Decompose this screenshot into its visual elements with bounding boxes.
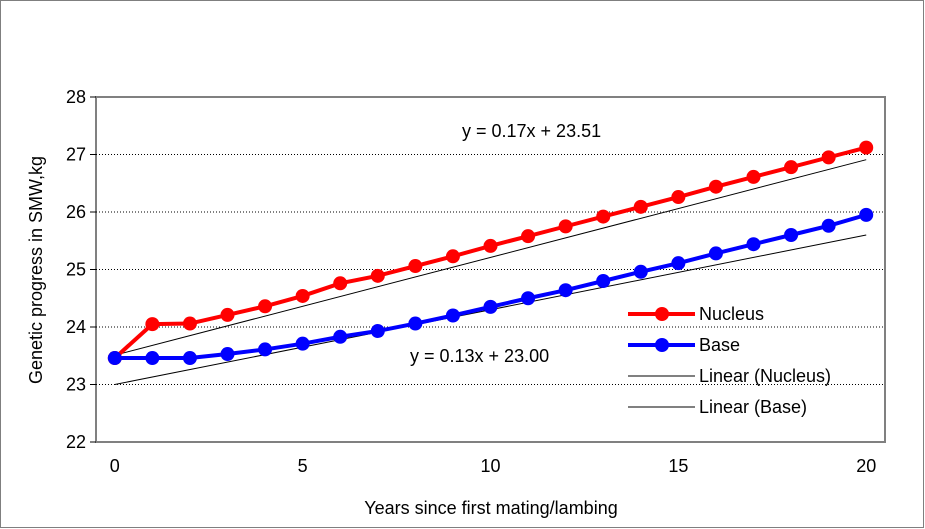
legend-label-linear-base: Linear (Base) (699, 397, 807, 417)
data-point-base (295, 336, 310, 351)
y-tick-label: 25 (66, 260, 86, 280)
data-point-base (333, 329, 348, 344)
data-point-nucleus (295, 288, 310, 303)
data-point-base (784, 228, 799, 242)
data-point-base (671, 256, 686, 271)
data-point-base (370, 324, 385, 339)
trendline-nucleus (114, 159, 867, 356)
data-point-nucleus (821, 150, 836, 165)
x-tick-label: 20 (856, 456, 876, 476)
nucleus-trend-equation: y = 0.17x + 23.51 (462, 121, 601, 141)
legend-label-linear-nucleus: Linear (Nucleus) (699, 366, 831, 386)
x-axis-label: Years since first mating/lambing (364, 498, 617, 518)
data-point-nucleus (633, 199, 648, 214)
legend: Nucleus Base Linear (Nucleus) Linear (Ba… (628, 304, 831, 417)
legend-label-base: Base (699, 335, 740, 355)
data-point-nucleus (333, 276, 348, 291)
data-point-nucleus (746, 169, 761, 184)
data-series (107, 140, 874, 366)
legend-item-linear-base: Linear (Base) (628, 397, 807, 417)
data-point-nucleus (370, 268, 385, 283)
data-point-base (521, 291, 536, 306)
data-point-base (859, 207, 874, 222)
data-point-base (258, 342, 273, 357)
data-point-base (445, 308, 460, 323)
data-point-base (633, 264, 648, 279)
y-tick-label: 26 (66, 202, 86, 222)
legend-item-nucleus: Nucleus (628, 304, 764, 324)
x-tick-label: 5 (298, 456, 308, 476)
y-tick-label: 28 (66, 87, 86, 107)
data-point-base (558, 283, 573, 298)
y-axis-label: Genetic progress in SMW,kg (26, 156, 46, 384)
data-point-base (408, 316, 423, 331)
y-tick-label: 24 (66, 317, 86, 337)
data-point-nucleus (671, 190, 686, 205)
data-point-nucleus (859, 140, 874, 155)
plot-area (95, 96, 886, 443)
data-point-nucleus (596, 209, 611, 224)
y-tick-label: 22 (66, 432, 86, 452)
data-point-base (220, 347, 235, 362)
x-tick-label: 10 (480, 456, 500, 476)
y-axis-ticks: 22 23 24 25 26 27 28 (66, 87, 96, 452)
data-point-nucleus (558, 219, 573, 234)
data-point-nucleus (445, 249, 460, 264)
data-point-nucleus (408, 259, 423, 274)
data-point-base (708, 246, 723, 261)
data-point-nucleus (483, 238, 498, 253)
data-point-base (107, 351, 122, 366)
x-axis-ticks: 0 5 10 15 20 (110, 456, 876, 476)
data-point-nucleus (220, 307, 235, 322)
data-point-nucleus (521, 229, 536, 244)
data-point-nucleus (182, 316, 197, 331)
data-point-nucleus (708, 179, 723, 194)
x-tick-label: 0 (110, 456, 120, 476)
data-point-base (821, 218, 836, 233)
data-point-nucleus (145, 317, 160, 332)
data-point-base (596, 274, 611, 288)
y-tick-label: 27 (66, 145, 86, 165)
base-trend-equation: y = 0.13x + 23.00 (410, 346, 549, 366)
data-point-base (182, 351, 197, 366)
gridlines (96, 154, 885, 385)
y-tick-label: 23 (66, 375, 86, 395)
data-point-base (746, 237, 761, 252)
data-point-base (483, 299, 498, 314)
data-point-nucleus (784, 160, 799, 175)
x-tick-label: 15 (668, 456, 688, 476)
legend-item-linear-nucleus: Linear (Nucleus) (628, 366, 831, 386)
legend-label-nucleus: Nucleus (699, 304, 764, 324)
data-point-nucleus (258, 299, 273, 314)
legend-item-base: Base (628, 335, 740, 355)
data-point-base (145, 351, 160, 366)
